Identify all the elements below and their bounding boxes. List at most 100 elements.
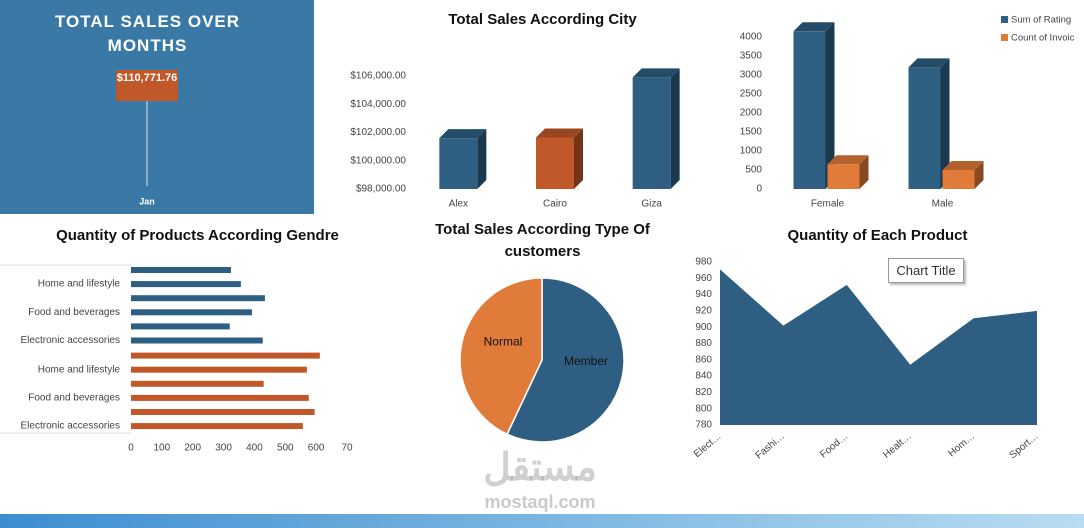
y-tick-label: 2000 (740, 108, 763, 119)
bar-top (827, 155, 869, 165)
y-tick-label: 3500 (740, 51, 763, 62)
bar (131, 337, 263, 344)
bar-side (574, 128, 583, 189)
legend-swatch (1001, 34, 1008, 41)
watermark: mostaql.com (484, 492, 596, 512)
y-tick-label: $100,000.00 (350, 155, 406, 166)
chart-title: Quantity of Products According Gendre (56, 227, 339, 244)
bar-side (859, 155, 869, 189)
bar-top (632, 68, 680, 78)
watermark: مستقل (483, 447, 597, 489)
bar (439, 138, 478, 189)
x-tick-label: 500 (277, 443, 294, 454)
x-tick-label: 400 (246, 443, 263, 454)
bar (908, 67, 941, 189)
y-tick-label: $106,000.00 (350, 71, 406, 82)
y-tick-label: Electronic accessories (21, 335, 120, 346)
y-tick-label: 3000 (740, 70, 763, 81)
x-tick-label: Alex (449, 199, 468, 210)
bar (131, 295, 265, 302)
y-tick-label: 500 (745, 165, 762, 176)
bar (131, 267, 231, 273)
bar (827, 164, 860, 189)
y-tick-label: Food and beverages (28, 393, 120, 404)
legend-label: Sum of Rating (1011, 15, 1071, 26)
bar (131, 352, 320, 359)
x-tick-label: Female (811, 199, 845, 210)
x-tick-label: 300 (215, 443, 232, 454)
y-tick-label: $98,000.00 (356, 184, 406, 195)
y-tick-label: 860 (695, 354, 712, 365)
annotation[interactable]: Chart Title (888, 258, 964, 283)
bar (131, 423, 303, 430)
bar (131, 281, 241, 288)
bar (536, 137, 574, 189)
bar-top (793, 22, 835, 32)
y-tick-label: 1500 (740, 127, 763, 138)
y-tick-label: 2500 (740, 89, 763, 100)
y-tick-label: $104,000.00 (350, 99, 406, 110)
x-tick-label: 0 (128, 443, 134, 454)
chart-title: Total Sales According City (448, 11, 637, 28)
y-tick-label: 800 (695, 403, 712, 414)
bar (131, 323, 230, 330)
bar-side (974, 161, 984, 189)
bar (131, 409, 315, 415)
bar (942, 170, 975, 189)
y-tick-label: 780 (695, 420, 712, 431)
y-tick-label: 940 (695, 289, 712, 300)
x-tick-label: 100 (154, 443, 171, 454)
y-tick-label: 4000 (740, 32, 763, 43)
x-tick-label: 200 (184, 443, 201, 454)
x-tick-label: 70 (341, 443, 353, 454)
x-tick-label: Cairo (543, 199, 567, 210)
bar-side (477, 129, 487, 189)
y-tick-label: 900 (695, 322, 712, 333)
x-tick-label: Food… (818, 431, 850, 461)
x-tick-label: 600 (308, 443, 325, 454)
bar (131, 394, 309, 401)
y-tick-label: Home and lifestyle (38, 279, 121, 290)
pie-slice (459, 277, 543, 436)
pie-slice (506, 277, 625, 443)
x-tick-label: Giza (641, 199, 662, 210)
bar-top (908, 58, 950, 68)
y-tick-label: 880 (695, 338, 712, 349)
data-label: $110,771.76 (116, 70, 178, 101)
y-tick-label: 980 (695, 257, 712, 268)
slice-label: Member (564, 354, 608, 368)
slice-label: Normal (484, 334, 523, 348)
y-tick-label: Electronic accessories (21, 421, 120, 432)
chart-title: Quantity of Each Product (787, 227, 968, 244)
x-tick-label: Elect… (692, 431, 724, 460)
y-tick-label: 920 (695, 306, 712, 317)
bar (131, 380, 264, 387)
chart-title: TOTAL SALES OVER MONTHS (54, 12, 241, 55)
bar-side (670, 68, 680, 189)
legend-swatch (1001, 16, 1008, 23)
bar-side (940, 58, 950, 190)
bar (793, 31, 826, 189)
bar (131, 309, 252, 316)
legend-label: Count of Invoic (1011, 33, 1075, 44)
x-tick-label: Male (932, 199, 954, 210)
x-tick-label: Sport… (1008, 431, 1041, 461)
y-tick-label: 1000 (740, 146, 763, 157)
y-tick-label: 960 (695, 273, 712, 284)
bar-top (536, 128, 583, 138)
area (720, 269, 1037, 425)
chart-title: Total Sales According Type Of customers (435, 221, 650, 260)
bar (632, 77, 671, 189)
bar (131, 366, 307, 373)
bar-top (942, 161, 984, 170)
y-tick-label: Food and beverages (28, 307, 120, 318)
y-tick-label: 820 (695, 387, 712, 398)
y-tick-label: $102,000.00 (350, 127, 406, 138)
bar-top (439, 129, 487, 139)
y-tick-label: 840 (695, 371, 712, 382)
bottom-strip (0, 514, 1084, 528)
x-tick-label: Healt… (881, 431, 914, 461)
x-tick-label: Hom… (946, 431, 977, 459)
